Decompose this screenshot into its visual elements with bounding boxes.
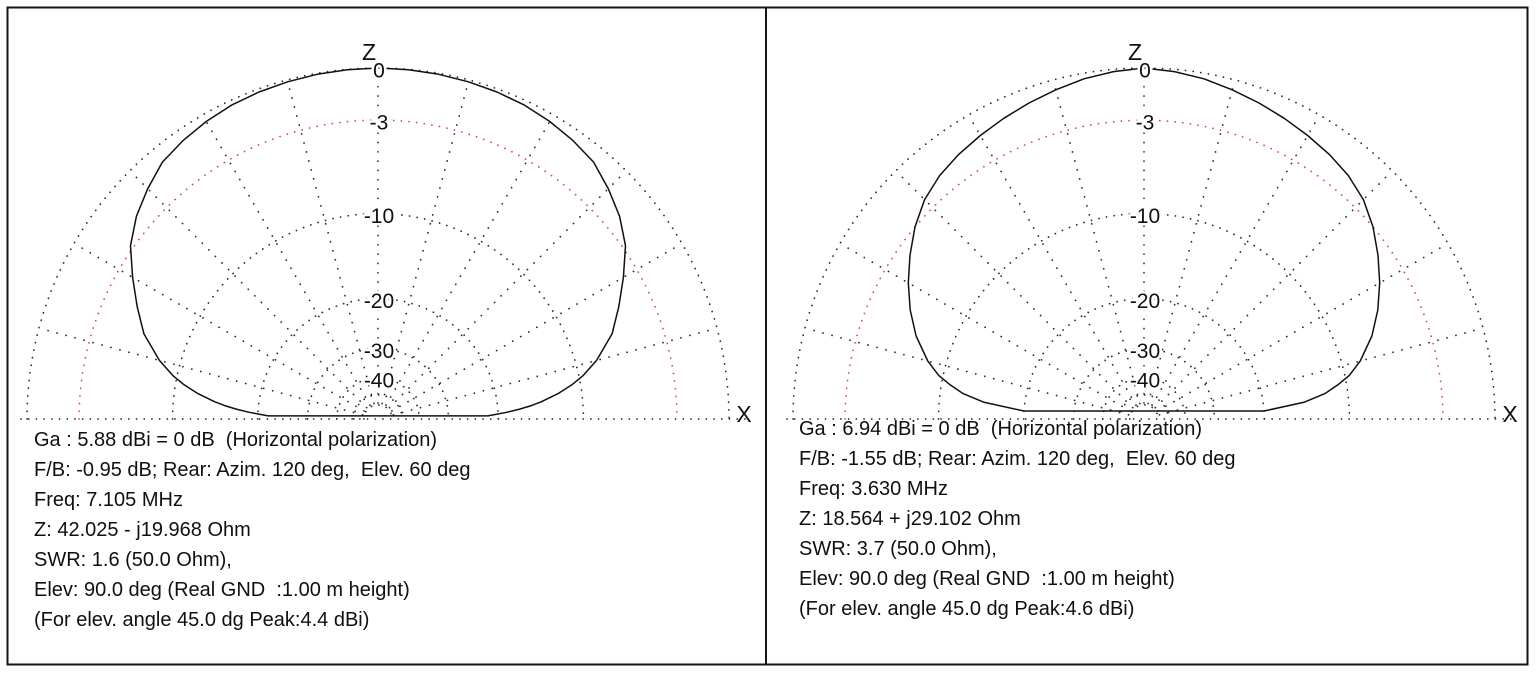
info-line-elev: Elev: 90.0 deg (Real GND :1.00 m height) [34,579,410,601]
grid-radial [391,243,682,412]
info-line-impedance: Z: 18.564 + j29.102 Ohm [799,508,1021,530]
info-block-left: Ga : 5.88 dBi = 0 dB (Horizontal polariz… [34,425,471,635]
ring-db-label: -20 [1130,290,1160,313]
info-block-right: Ga : 6.94 dBi = 0 dB (Horizontal polariz… [799,414,1236,624]
grid-radial [1158,327,1482,416]
info-line-freq: Freq: 3.630 MHz [799,478,948,500]
grid-radial [392,327,716,416]
info-line-elev: Elev: 90.0 deg (Real GND :1.00 m height) [799,568,1175,590]
grid-radial [130,171,368,409]
ring-db-label: -40 [1130,369,1160,392]
ring-db-label: -40 [364,369,394,392]
grid-ring-minus3db-red [844,119,1444,420]
radiation-pattern-curve [129,67,627,417]
grid-radial [385,115,554,406]
grid-radial [74,243,365,412]
x-axis-label: X [1502,401,1517,427]
ring-db-label: -30 [1130,340,1160,363]
grid-ring [1119,394,1169,420]
info-line-fb: F/B: -0.95 dB; Rear: Azim. 120 deg, Elev… [34,459,471,481]
grid-radial [1052,81,1141,405]
z-axis-label: Z [1128,39,1142,65]
ring-db-label: -10 [364,205,394,228]
info-line-swr: SWR: 3.7 (50.0 Ohm), [799,538,997,560]
radiation-pattern-curve [907,67,1381,412]
ring-db-label: -30 [364,340,394,363]
outer-frame [6,6,1529,666]
grid-radial [806,327,1130,416]
info-line-gain: Ga : 5.88 dBi = 0 dB (Horizontal polariz… [34,429,437,451]
z-axis-label: Z [362,39,376,65]
grid-ring-minus3db-red [78,119,678,420]
info-line-impedance: Z: 42.025 - j19.968 Ohm [34,519,251,541]
ring-db-label: 0 [373,60,385,83]
grid-radial [1157,243,1448,412]
grid-ring [1129,404,1159,420]
grid-radial [286,81,375,405]
grid-radial [1154,171,1392,409]
ring-db-label: -3 [1136,112,1155,135]
grid-radial [202,115,371,406]
info-line-fb: F/B: -1.55 dB; Rear: Azim. 120 deg, Elev… [799,448,1236,470]
ring-db-label: -3 [370,112,389,135]
info-line-swr: SWR: 1.6 (50.0 Ohm), [34,549,232,571]
grid-radial [1151,115,1320,406]
grid-radial [968,115,1137,406]
ring-db-label: -20 [364,290,394,313]
grid-radial [388,171,626,409]
grid-ring [363,404,393,420]
grid-radial [40,327,364,416]
grid-radial [840,243,1131,412]
ring-db-label: -10 [1130,205,1160,228]
grid-ring [171,212,585,420]
grid-radial [1147,81,1236,405]
grid-radial [381,81,470,405]
info-line-peak: (For elev. angle 45.0 dg Peak:4.4 dBi) [34,609,370,631]
grid-ring [353,394,403,420]
grid-ring [937,212,1351,420]
ring-db-label: 0 [1139,60,1151,83]
info-line-freq: Freq: 7.105 MHz [34,489,183,511]
info-line-peak: (For elev. angle 45.0 dg Peak:4.6 dBi) [799,598,1135,620]
info-line-gain: Ga : 6.94 dBi = 0 dB (Horizontal polariz… [799,418,1202,440]
grid-radial [896,171,1134,409]
x-axis-label: X [736,401,751,427]
